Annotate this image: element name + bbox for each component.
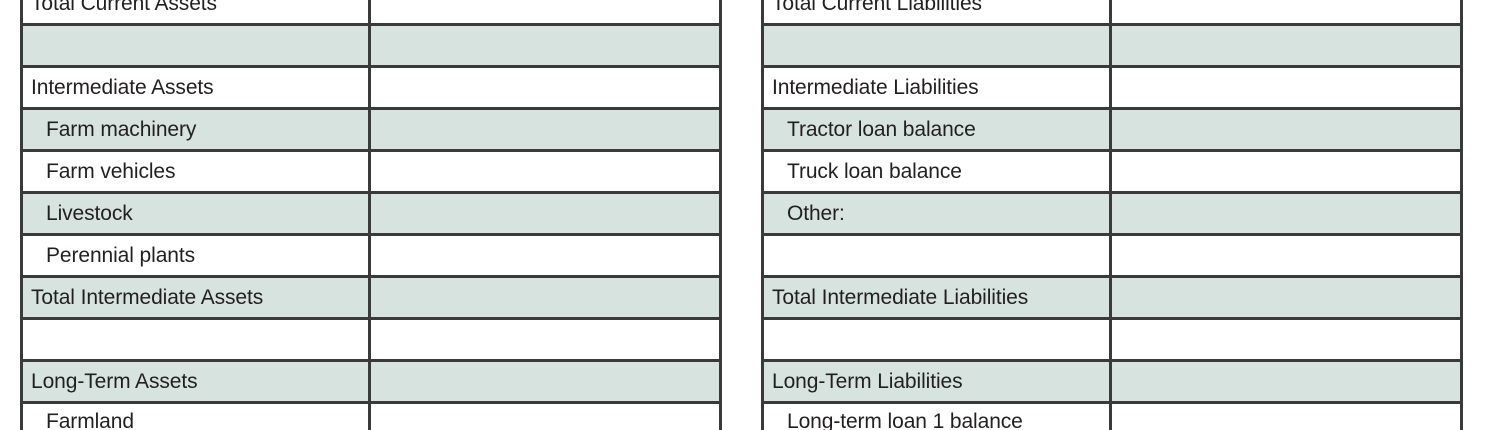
table-row: Farm vehicles xyxy=(23,149,719,191)
table-row xyxy=(23,317,719,359)
row-label: Total Current Assets xyxy=(23,0,371,23)
table-row: Other: xyxy=(764,191,1460,233)
row-value-input[interactable] xyxy=(1112,152,1460,191)
row-value-input[interactable] xyxy=(371,236,719,275)
row-value-input[interactable] xyxy=(1112,68,1460,107)
row-value-input[interactable] xyxy=(371,362,719,401)
table-row: Livestock xyxy=(23,191,719,233)
row-label: Truck loan balance xyxy=(764,152,1112,191)
table-row xyxy=(764,233,1460,275)
row-label: Long-Term Liabilities xyxy=(764,362,1112,401)
table-row: Farmland xyxy=(23,401,719,430)
table-row: Total Current Liabilities xyxy=(764,0,1460,23)
liabilities-table: Total Current Liabilities Intermediate Li… xyxy=(761,0,1463,430)
row-value-input[interactable] xyxy=(1112,110,1460,149)
row-label-spacer xyxy=(764,236,1112,275)
row-label: Long-term loan 1 balance xyxy=(764,404,1112,430)
row-label: Farm vehicles xyxy=(23,152,371,191)
assets-table: Total Current Assets Intermediate Assets F… xyxy=(20,0,722,430)
row-value-input[interactable] xyxy=(1112,0,1460,23)
row-value-input[interactable] xyxy=(371,68,719,107)
row-value-input[interactable] xyxy=(371,404,719,430)
row-label: Total Intermediate Liabilities xyxy=(764,278,1112,317)
row-label: Total Intermediate Assets xyxy=(23,278,371,317)
row-value-input[interactable] xyxy=(1112,404,1460,430)
table-row xyxy=(764,23,1460,65)
row-value-input[interactable] xyxy=(371,110,719,149)
row-label: Intermediate Liabilities xyxy=(764,68,1112,107)
row-value-input[interactable] xyxy=(371,0,719,23)
table-row: Farm machinery xyxy=(23,107,719,149)
row-label: Farmland xyxy=(23,404,371,430)
row-value-input[interactable] xyxy=(1112,236,1460,275)
row-label: Tractor loan balance xyxy=(764,110,1112,149)
row-value-input[interactable] xyxy=(1112,278,1460,317)
row-label-spacer xyxy=(23,320,371,359)
row-label: Intermediate Assets xyxy=(23,68,371,107)
row-value-input[interactable] xyxy=(371,152,719,191)
table-row: Long-term loan 1 balance xyxy=(764,401,1460,430)
table-row: Truck loan balance xyxy=(764,149,1460,191)
table-row: Tractor loan balance xyxy=(764,107,1460,149)
row-label: Farm machinery xyxy=(23,110,371,149)
row-value-input[interactable] xyxy=(1112,194,1460,233)
row-label-spacer xyxy=(764,26,1112,65)
table-row xyxy=(764,317,1460,359)
row-label: Livestock xyxy=(23,194,371,233)
row-value-input[interactable] xyxy=(371,194,719,233)
row-value-input[interactable] xyxy=(1112,362,1460,401)
row-value-input[interactable] xyxy=(1112,26,1460,65)
table-row: Total Intermediate Assets xyxy=(23,275,719,317)
row-label: Total Current Liabilities xyxy=(764,0,1112,23)
row-value-input[interactable] xyxy=(371,320,719,359)
table-row: Intermediate Liabilities xyxy=(764,65,1460,107)
row-label: Long-Term Assets xyxy=(23,362,371,401)
table-row: Total Intermediate Liabilities xyxy=(764,275,1460,317)
row-label: Other: xyxy=(764,194,1112,233)
row-value-input[interactable] xyxy=(371,278,719,317)
row-label: Perennial plants xyxy=(23,236,371,275)
table-row: Intermediate Assets xyxy=(23,65,719,107)
row-value-input[interactable] xyxy=(1112,320,1460,359)
table-row: Long-Term Liabilities xyxy=(764,359,1460,401)
table-row xyxy=(23,23,719,65)
table-row: Perennial plants xyxy=(23,233,719,275)
row-label-spacer xyxy=(764,320,1112,359)
row-value-input[interactable] xyxy=(371,26,719,65)
table-row: Long-Term Assets xyxy=(23,359,719,401)
row-label-spacer xyxy=(23,26,371,65)
table-row: Total Current Assets xyxy=(23,0,719,23)
